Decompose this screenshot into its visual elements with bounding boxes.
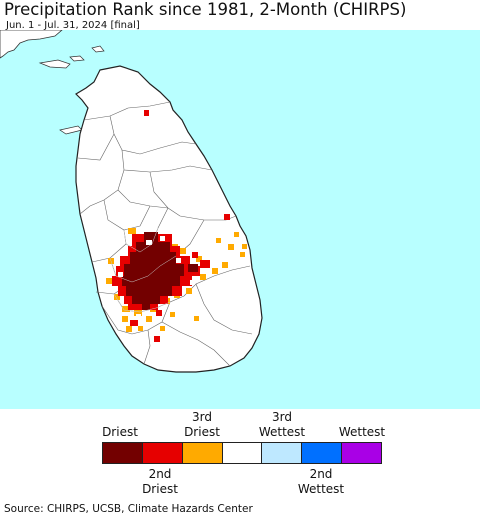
legend-label-2nd-driest: 2nd Driest [142, 467, 178, 496]
swatch-2nd-wettest [302, 443, 343, 463]
swatch-wettest [342, 443, 382, 463]
map-subtitle: Jun. 1 - Jul. 31, 2024 [final] [6, 20, 140, 31]
legend-label-3rd-driest: 3rd Driest [184, 410, 220, 439]
legend-label-3rd-wettest: 3rd Wettest [258, 410, 306, 439]
island [38, 59, 71, 69]
legend-color-bar [102, 442, 382, 464]
swatch-2nd-driest [142, 443, 183, 463]
island [69, 55, 85, 62]
legend-label-wettest: Wettest [338, 425, 386, 439]
swatch-3rd-driest [182, 443, 223, 463]
india-coast [0, 30, 63, 59]
precipitation-map [0, 30, 480, 409]
swatch-driest [103, 443, 143, 463]
swatch-normal [222, 443, 263, 463]
map-title: Precipitation Rank since 1981, 2-Month (… [4, 0, 407, 19]
swatch-3rd-wettest [262, 443, 303, 463]
island [91, 45, 105, 53]
rank-cells [106, 110, 247, 342]
legend-label-driest: Driest [102, 425, 138, 439]
source-credit: Source: CHIRPS, UCSB, Climate Hazards Ce… [4, 503, 253, 515]
legend-label-2nd-wettest: 2nd Wettest [297, 467, 345, 496]
